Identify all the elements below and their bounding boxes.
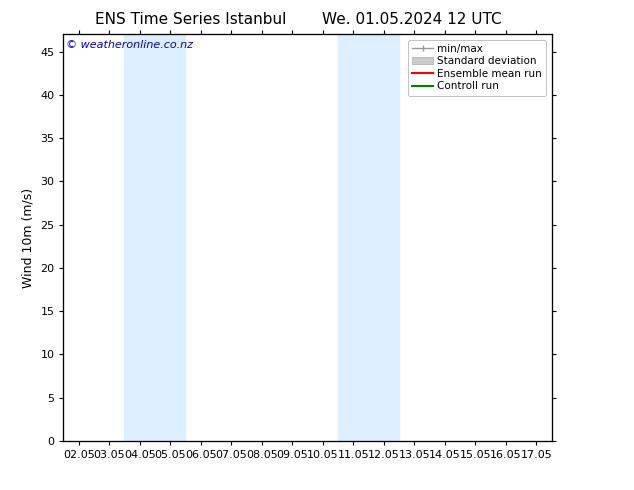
- Text: ENS Time Series Istanbul: ENS Time Series Istanbul: [94, 12, 286, 27]
- Bar: [124, 34, 186, 441]
- Text: © weatheronline.co.nz: © weatheronline.co.nz: [66, 40, 193, 50]
- Text: We. 01.05.2024 12 UTC: We. 01.05.2024 12 UTC: [322, 12, 502, 27]
- Legend: min/max, Standard deviation, Ensemble mean run, Controll run: min/max, Standard deviation, Ensemble me…: [408, 40, 547, 96]
- Y-axis label: Wind 10m (m/s): Wind 10m (m/s): [22, 188, 35, 288]
- Bar: [338, 34, 399, 441]
